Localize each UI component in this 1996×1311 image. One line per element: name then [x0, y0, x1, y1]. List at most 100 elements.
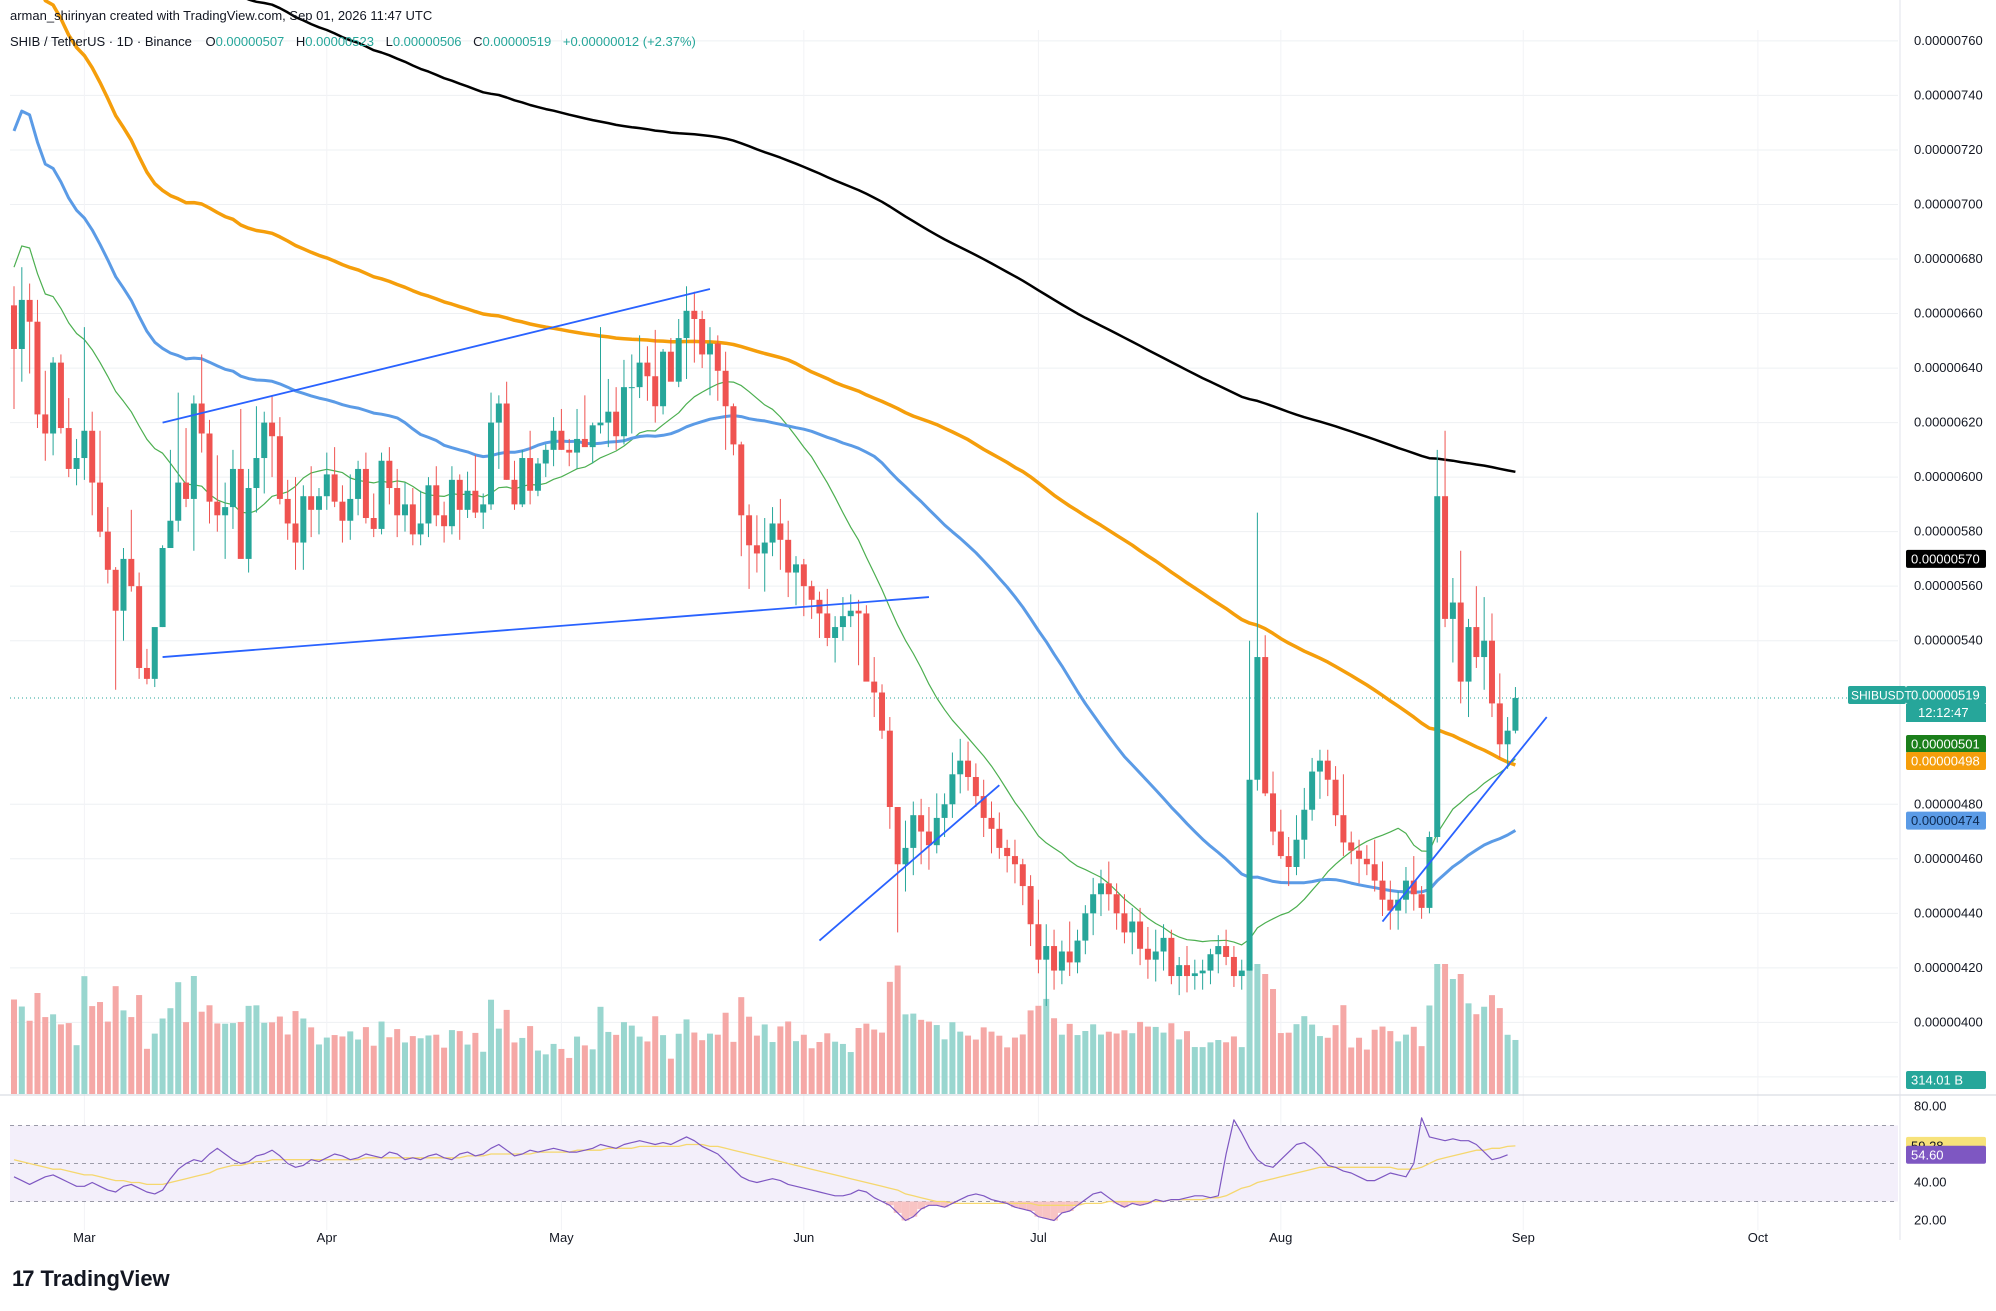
volume-bar — [793, 1041, 799, 1094]
candle-body — [1363, 858, 1370, 865]
volume-bar — [57, 1024, 64, 1094]
candle-body — [57, 362, 64, 429]
volume-bar — [175, 982, 182, 1094]
volume-bar — [714, 1034, 721, 1094]
candle-body — [1301, 809, 1308, 840]
candle-body — [706, 343, 713, 355]
candle-body — [480, 504, 487, 513]
time-axis[interactable]: Mar Apr May Jun Jul Aug Sep Oct — [73, 1230, 1768, 1245]
volume-bar — [1371, 1029, 1378, 1094]
candle-body — [769, 523, 776, 543]
volume-bar — [1434, 964, 1441, 1094]
volume-bar — [214, 1023, 221, 1094]
volume-bar — [1496, 1008, 1503, 1094]
candle-body — [1410, 880, 1417, 895]
volume-bar — [1152, 1026, 1159, 1094]
candle-body — [1418, 894, 1425, 908]
moving-averages — [12, 0, 1517, 946]
candle-body — [636, 362, 643, 388]
price-tag-bg — [1906, 686, 1986, 704]
rsi-tick-label: 20.00 — [1914, 1213, 1947, 1228]
volume-bar — [620, 1022, 627, 1094]
trendlines[interactable] — [162, 288, 1548, 942]
y-tick-label: 0.00000680 — [1914, 251, 1983, 266]
candle-body — [1449, 602, 1456, 619]
trendline — [818, 784, 1000, 942]
candle-body — [1215, 946, 1222, 955]
volume-bar — [933, 1025, 940, 1094]
volume-bar — [957, 1031, 964, 1094]
volume-bar — [237, 1021, 244, 1094]
volume-bar — [542, 1054, 549, 1094]
candle-body — [206, 433, 213, 502]
candle-body — [1512, 697, 1519, 731]
volume-bar — [1121, 1030, 1128, 1094]
countdown-label: 12:12:47 — [1918, 705, 1969, 720]
candle-body — [26, 299, 33, 322]
volume-bar — [574, 1036, 581, 1094]
candle-body — [1097, 883, 1104, 895]
tradingview-logo[interactable]: 17 TradingView — [12, 1266, 170, 1292]
y-tick-label: 0.00000760 — [1914, 33, 1983, 48]
candle-body — [104, 531, 111, 570]
candle-body — [1184, 965, 1190, 977]
volume-bar — [965, 1035, 972, 1094]
candle-body — [589, 425, 596, 448]
volume-bar — [198, 1011, 205, 1094]
volume-bar — [1066, 1023, 1073, 1094]
volume-bar — [847, 1052, 854, 1094]
candle-body — [347, 498, 354, 521]
volume-bar — [1340, 1005, 1347, 1094]
volume-bar — [1082, 1031, 1089, 1094]
candle-body — [1011, 856, 1018, 865]
symbol-tag: SHIBUSDT — [1851, 689, 1912, 703]
x-tick-label: Aug — [1269, 1230, 1292, 1245]
candle-body — [120, 558, 127, 611]
volume-bar — [519, 1037, 526, 1094]
volume-bar — [1473, 1014, 1480, 1094]
volume-bar — [871, 1029, 878, 1094]
volume-bar — [785, 1021, 792, 1094]
candle-body — [941, 804, 948, 818]
candle-body — [918, 815, 925, 832]
candle-body — [237, 468, 244, 559]
price-axis[interactable]: 0.00000760 0.00000740 0.00000720 0.00000700… — [1899, 0, 1983, 1240]
candle-body — [816, 599, 823, 614]
volume-bar — [1285, 1032, 1292, 1094]
volume-bar — [488, 999, 495, 1094]
candle-body — [980, 796, 987, 818]
symbol-info: SHIB / TetherUS · 1D · Binance O0.000005… — [10, 34, 696, 49]
volume-bar — [1379, 1026, 1386, 1094]
candle-body — [1074, 940, 1081, 963]
y-tick-label: 0.00000640 — [1914, 360, 1983, 375]
volume-bar — [1270, 989, 1277, 1094]
candle-body — [730, 406, 737, 445]
candle-body — [441, 515, 448, 527]
volume-bar — [151, 1033, 158, 1094]
candle-body — [832, 627, 839, 638]
volume-bar — [97, 1002, 104, 1094]
candle-body — [605, 411, 612, 423]
volume-bars — [11, 964, 1519, 1094]
volume-bar — [183, 1022, 190, 1094]
candle-body — [949, 774, 956, 805]
candle-body — [245, 488, 252, 559]
candle-body — [456, 479, 463, 510]
volume-bar — [1356, 1037, 1363, 1094]
candle-body — [1481, 640, 1488, 658]
volume-bar — [441, 1047, 448, 1094]
volume-bar — [1168, 1023, 1175, 1094]
price-tag-bg — [1906, 752, 1986, 770]
volume-bar — [1465, 1003, 1472, 1094]
price-tag: 0.00000498 — [1911, 754, 1980, 769]
volume-bar — [1481, 1006, 1488, 1094]
volume-bar — [495, 1028, 502, 1094]
candle-body — [42, 414, 49, 434]
volume-bar — [738, 997, 745, 1094]
volume-bar — [1418, 1046, 1425, 1094]
volume-tag-bg — [1906, 1071, 1986, 1089]
volume-bar — [691, 1032, 698, 1094]
volume-bar — [308, 1027, 315, 1094]
volume-bar — [1019, 1034, 1026, 1094]
